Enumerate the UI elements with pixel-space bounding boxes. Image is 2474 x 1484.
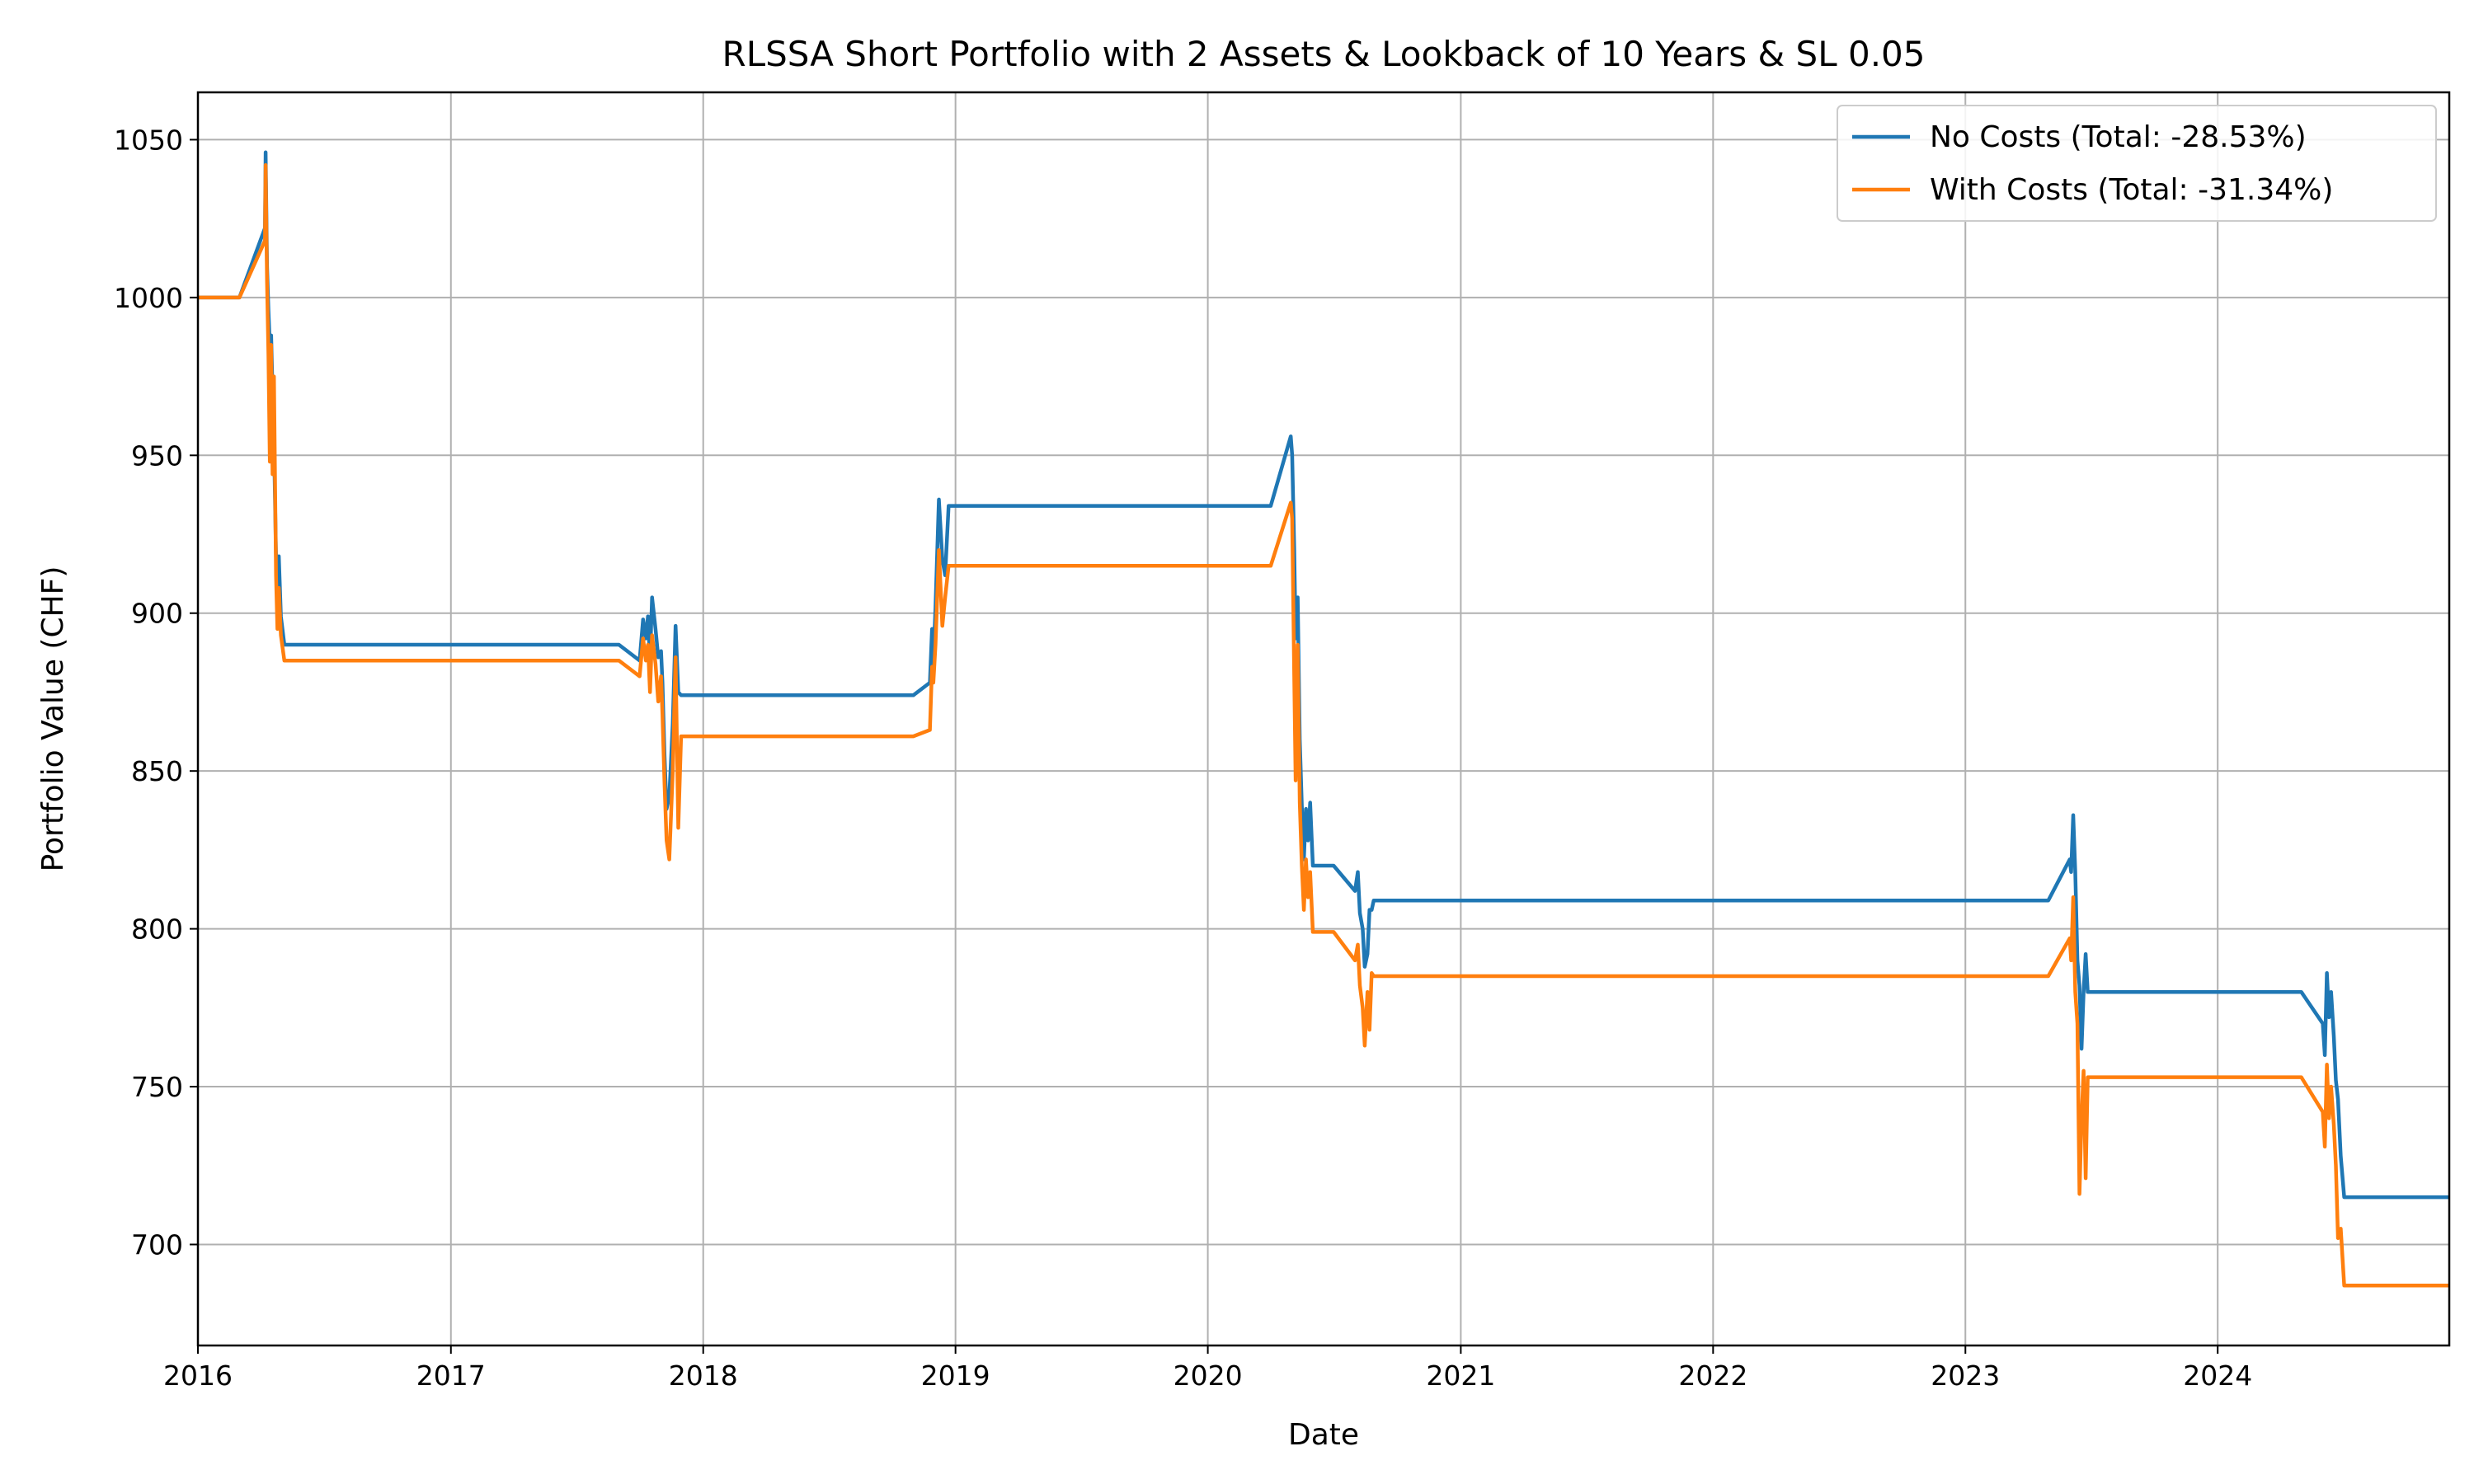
x-tick-label: 2018 — [669, 1360, 738, 1392]
series-layer — [198, 150, 2449, 1288]
y-axis-label: Portfolio Value (CHF) — [36, 566, 70, 872]
series-line-no-costs — [198, 150, 2449, 1200]
y-tick-label: 700 — [131, 1228, 183, 1261]
y-tick-label: 900 — [131, 598, 183, 630]
x-tick-label: 2016 — [163, 1360, 233, 1392]
axis-ticks: 2016 2017 2018 2019 2020 2021 2022 2023 2024 700 7… — [114, 124, 2252, 1392]
y-tick-label: 750 — [131, 1071, 183, 1103]
plot-frame — [196, 91, 2451, 1347]
x-tick-label: 2023 — [1931, 1360, 2000, 1392]
x-axis-label: Date — [1288, 1418, 1359, 1452]
y-tick-label: 800 — [131, 913, 183, 946]
grid — [197, 92, 2449, 1345]
y-tick-label: 850 — [131, 755, 183, 787]
x-tick-label: 2021 — [1426, 1360, 1495, 1392]
x-tick-label: 2024 — [2183, 1360, 2252, 1392]
y-tick-label: 1050 — [114, 124, 183, 156]
legend-entry-label: With Costs (Total: -31.34%) — [1930, 173, 2333, 207]
legend-box — [1837, 105, 2437, 222]
x-tick-label: 2019 — [921, 1360, 990, 1392]
y-tick-label: 950 — [131, 439, 183, 472]
legend: No Costs (Total: -28.53%) With Costs (Tot… — [1837, 105, 2437, 222]
x-tick-label: 2020 — [1174, 1360, 1243, 1392]
series-line-with-costs — [198, 162, 2449, 1288]
x-tick-label: 2022 — [1678, 1360, 1747, 1392]
chart-title: RLSSA Short Portfolio with 2 Assets & Lo… — [722, 34, 1926, 74]
legend-entry-label: No Costs (Total: -28.53%) — [1930, 120, 2307, 154]
x-tick-label: 2017 — [416, 1360, 486, 1392]
y-tick-label: 1000 — [114, 282, 183, 314]
